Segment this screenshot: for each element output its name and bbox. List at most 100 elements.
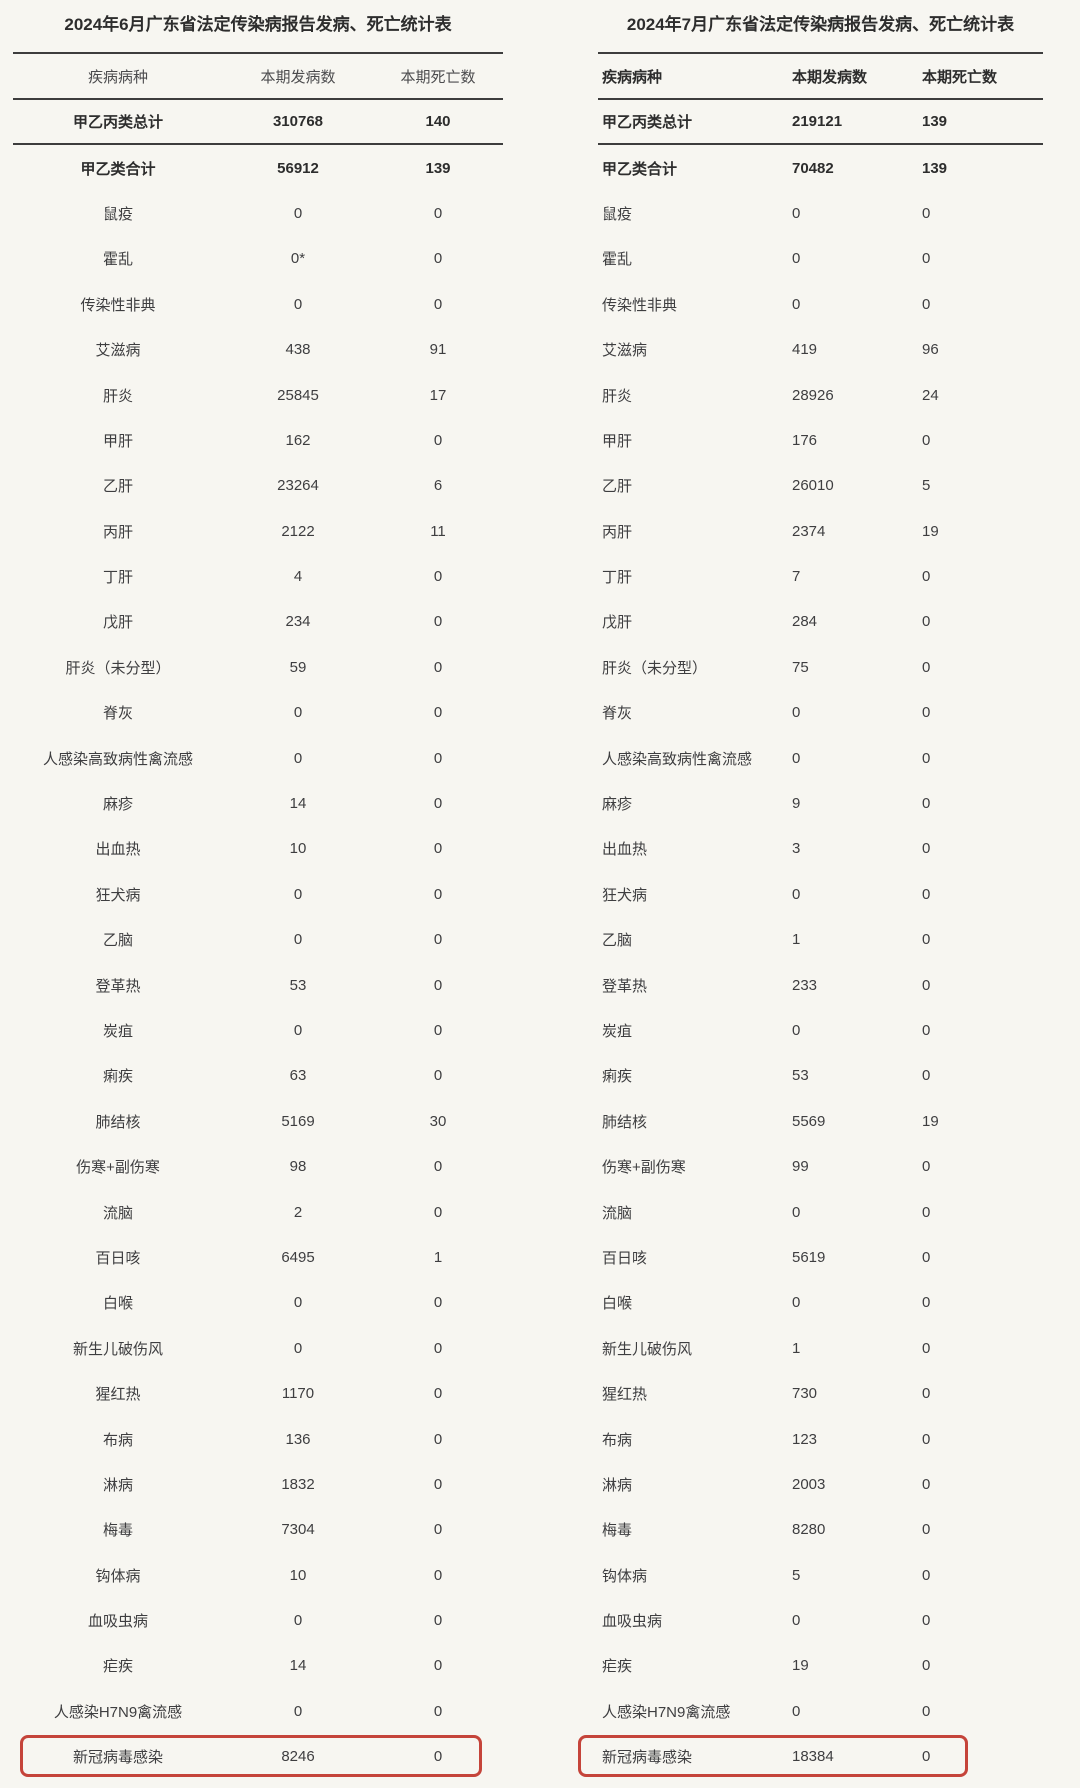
cell-cases: 0 xyxy=(293,885,303,903)
cell-disease: 痢疾 xyxy=(602,1068,633,1086)
column-header-disease: 疾病病种 xyxy=(87,68,148,86)
table-row: 布病 123 0 xyxy=(598,1416,1043,1461)
cell-disease: 丁肝 xyxy=(602,569,633,587)
table-row: 脊灰 0 0 xyxy=(13,690,503,735)
table-row: 疟疾 19 0 xyxy=(598,1643,1043,1688)
table-title: 2024年7月广东省法定传染病报告发病、死亡统计表 xyxy=(598,0,1043,54)
cell-cases: 0 xyxy=(792,295,801,313)
cell-deaths: 24 xyxy=(922,386,939,404)
cell-cases: 2122 xyxy=(281,522,315,540)
cell-deaths: 0 xyxy=(922,1566,931,1584)
table-row: 肺结核 5569 19 xyxy=(598,1099,1043,1144)
table-row: 百日咳 5619 0 xyxy=(598,1235,1043,1280)
table-row: 登革热 53 0 xyxy=(13,962,503,1007)
cell-deaths: 0 xyxy=(922,613,931,631)
cell-cases: 0 xyxy=(293,295,303,313)
cell-deaths: 0 xyxy=(922,931,931,949)
table-row: 乙肝 23264 6 xyxy=(13,463,503,508)
cell-disease: 丙肝 xyxy=(102,523,133,541)
cell-cases: 419 xyxy=(792,341,818,359)
cell-disease: 鼠疫 xyxy=(102,205,133,223)
cell-deaths: 91 xyxy=(429,341,447,359)
cell-disease: 甲肝 xyxy=(102,432,133,450)
cell-disease: 流脑 xyxy=(602,1204,633,1222)
cell-deaths: 0 xyxy=(433,1657,443,1675)
cell-cases: 14 xyxy=(289,795,307,813)
cell-cases: 70482 xyxy=(792,159,834,177)
cell-disease: 人感染H7N9禽流感 xyxy=(602,1703,731,1721)
table-row: 肝炎（未分型） 59 0 xyxy=(13,645,503,690)
cell-deaths: 140 xyxy=(425,113,451,131)
cell-deaths: 0 xyxy=(433,1566,443,1584)
cell-cases: 10 xyxy=(289,1566,307,1584)
cell-deaths: 0 xyxy=(433,931,443,949)
cell-deaths: 17 xyxy=(429,386,447,404)
cell-deaths: 0 xyxy=(922,431,931,449)
cell-deaths: 0 xyxy=(433,840,443,858)
cell-disease: 登革热 xyxy=(95,977,141,995)
cell-deaths: 0 xyxy=(433,885,443,903)
cell-disease: 疟疾 xyxy=(102,1658,133,1676)
table-row: 痢疾 63 0 xyxy=(13,1053,503,1098)
cell-cases: 0 xyxy=(293,1612,303,1630)
cell-disease: 乙脑 xyxy=(102,932,133,950)
table-row: 疟疾 14 0 xyxy=(13,1643,503,1688)
cell-deaths: 0 xyxy=(433,295,443,313)
table-header-row: 疾病病种 本期发病数 本期死亡数 xyxy=(598,54,1043,100)
cell-cases: 0 xyxy=(792,704,801,722)
cell-deaths: 0 xyxy=(433,1294,443,1312)
cell-cases: 2 xyxy=(293,1203,303,1221)
cell-disease: 出血热 xyxy=(602,841,648,859)
table-row: 狂犬病 0 0 xyxy=(598,872,1043,917)
cell-deaths: 96 xyxy=(922,341,939,359)
cell-cases: 4 xyxy=(293,568,303,586)
cell-cases: 25845 xyxy=(277,386,319,404)
cell-disease: 白喉 xyxy=(602,1295,633,1313)
cell-cases: 98 xyxy=(289,1158,307,1176)
cell-disease: 肝炎（未分型） xyxy=(602,659,708,677)
cell-deaths: 5 xyxy=(922,477,931,495)
cell-cases: 0 xyxy=(293,749,303,767)
cell-deaths: 0 xyxy=(433,1612,443,1630)
cell-deaths: 19 xyxy=(922,1112,939,1130)
cell-cases: 284 xyxy=(792,613,818,631)
table-row: 甲乙类合计 56912 139 xyxy=(13,145,503,190)
cell-cases: 5569 xyxy=(792,1112,826,1130)
cell-disease: 炭疽 xyxy=(102,1023,133,1040)
table-row-highlighted: 新冠病毒感染 18384 0 xyxy=(578,1734,1043,1779)
column-header-deaths: 本期死亡数 xyxy=(922,68,998,86)
table-row: 甲乙丙类总计 310768 140 xyxy=(13,100,503,146)
cell-cases: 0 xyxy=(293,1702,303,1720)
table-row: 乙肝 26010 5 xyxy=(598,463,1043,508)
cell-cases: 0 xyxy=(792,1203,801,1221)
cell-cases: 0 xyxy=(792,204,801,222)
cell-disease: 艾滋病 xyxy=(95,342,141,360)
table-row: 新生儿破伤风 1 0 xyxy=(598,1326,1043,1371)
cell-cases: 438 xyxy=(285,341,311,359)
cell-disease: 甲肝 xyxy=(602,432,633,450)
cell-disease: 狂犬病 xyxy=(602,886,648,904)
cell-deaths: 0 xyxy=(433,1475,443,1493)
cell-disease: 新生儿破伤风 xyxy=(72,1340,163,1358)
table-row: 鼠疫 0 0 xyxy=(598,191,1043,236)
cell-disease: 甲乙类合计 xyxy=(602,160,678,178)
table-row: 霍乱 0* 0 xyxy=(13,236,503,281)
cell-disease: 血吸虫病 xyxy=(87,1613,148,1631)
cell-disease: 麻疹 xyxy=(102,796,133,814)
table-row: 白喉 0 0 xyxy=(598,1280,1043,1325)
cell-cases: 63 xyxy=(289,1067,307,1085)
table-row: 新生儿破伤风 0 0 xyxy=(13,1326,503,1371)
cell-disease: 疟疾 xyxy=(602,1658,633,1676)
cell-cases: 8280 xyxy=(792,1521,826,1539)
cell-disease: 乙肝 xyxy=(602,478,633,496)
table-row: 丁肝 4 0 xyxy=(13,554,503,599)
cell-deaths: 0 xyxy=(433,704,443,722)
cell-disease: 布病 xyxy=(602,1431,633,1449)
cell-disease: 炭疽 xyxy=(602,1023,633,1040)
cell-disease: 肝炎（未分型） xyxy=(65,659,171,677)
cell-deaths: 0 xyxy=(922,250,931,268)
table-row: 狂犬病 0 0 xyxy=(13,872,503,917)
cell-disease: 新冠病毒感染 xyxy=(602,1749,693,1767)
cell-cases: 53 xyxy=(289,976,307,994)
column-header-cases: 本期发病数 xyxy=(792,68,868,86)
